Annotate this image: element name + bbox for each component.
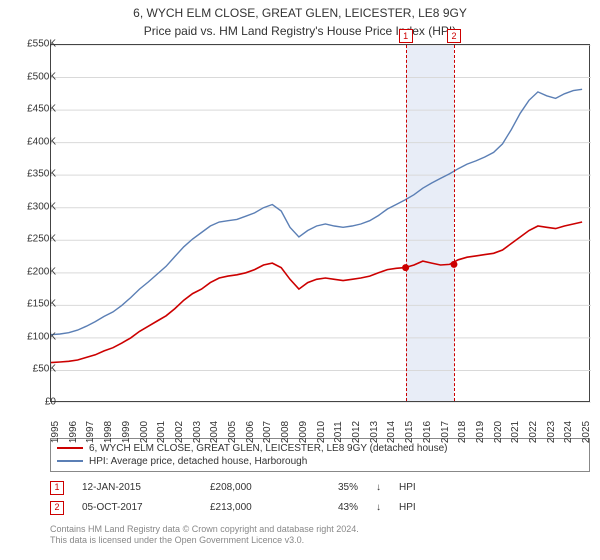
- x-tick-label: 2021: [510, 421, 521, 443]
- x-tick-label: 2006: [245, 421, 256, 443]
- chart-svg: [51, 45, 591, 403]
- chart-area: 12: [50, 44, 590, 402]
- x-tick-label: 2023: [546, 421, 557, 443]
- y-tick-label: £50K: [33, 364, 56, 375]
- sale-index-box: 2: [50, 501, 64, 515]
- y-tick-label: £550K: [27, 39, 56, 50]
- y-tick-label: £450K: [27, 104, 56, 115]
- x-tick-label: 2014: [386, 421, 397, 443]
- sale-pct: 35%: [318, 482, 358, 493]
- y-tick-label: £350K: [27, 169, 56, 180]
- sale-price: £213,000: [210, 502, 300, 513]
- legend-label: HPI: Average price, detached house, Harb…: [89, 456, 307, 467]
- sale-pct: 43%: [318, 502, 358, 513]
- sale-index-box: 1: [50, 481, 64, 495]
- x-tick-label: 2016: [422, 421, 433, 443]
- x-tick-label: 1995: [50, 421, 61, 443]
- x-tick-label: 1999: [121, 421, 132, 443]
- x-tick-label: 2024: [563, 421, 574, 443]
- sale-vline: [406, 45, 407, 401]
- y-tick-label: £200K: [27, 266, 56, 277]
- legend-item: HPI: Average price, detached house, Harb…: [57, 455, 583, 468]
- x-tick-label: 2008: [280, 421, 291, 443]
- x-tick-label: 2007: [262, 421, 273, 443]
- x-tick-label: 2012: [351, 421, 362, 443]
- sale-date: 12-JAN-2015: [82, 482, 192, 493]
- legend-label: 6, WYCH ELM CLOSE, GREAT GLEN, LEICESTER…: [89, 443, 447, 454]
- sale-vline: [454, 45, 455, 401]
- x-tick-label: 2000: [139, 421, 150, 443]
- footer-line1: Contains HM Land Registry data © Crown c…: [50, 524, 590, 536]
- x-tick-label: 2020: [493, 421, 504, 443]
- x-tick-label: 1996: [68, 421, 79, 443]
- sales-table: 1 12-JAN-2015 £208,000 35% ↓ HPI 2 05-OCT-2017 £…: [50, 478, 590, 518]
- y-tick-label: £500K: [27, 71, 56, 82]
- legend-item: 6, WYCH ELM CLOSE, GREAT GLEN, LEICESTER…: [57, 442, 583, 455]
- series-hpi: [51, 89, 582, 334]
- x-tick-label: 2005: [227, 421, 238, 443]
- x-tick-label: 2011: [333, 421, 344, 443]
- sale-ref: HPI: [399, 482, 416, 493]
- sale-marker: 1: [399, 29, 413, 43]
- down-arrow-icon: ↓: [376, 482, 381, 493]
- y-tick-label: £150K: [27, 299, 56, 310]
- x-tick-label: 2009: [298, 421, 309, 443]
- sale-date: 05-OCT-2017: [82, 502, 192, 513]
- x-tick-label: 2001: [156, 421, 167, 443]
- chart-title-line1: 6, WYCH ELM CLOSE, GREAT GLEN, LEICESTER…: [10, 6, 590, 22]
- x-tick-label: 2022: [528, 421, 539, 443]
- down-arrow-icon: ↓: [376, 502, 381, 513]
- y-tick-label: £300K: [27, 201, 56, 212]
- x-tick-label: 2017: [440, 421, 451, 443]
- footer-line2: This data is licensed under the Open Gov…: [50, 535, 590, 547]
- x-tick-label: 2015: [404, 421, 415, 443]
- y-tick-label: £400K: [27, 136, 56, 147]
- series-price_paid: [51, 222, 582, 363]
- x-tick-label: 2013: [369, 421, 380, 443]
- sale-row: 2 05-OCT-2017 £213,000 43% ↓ HPI: [50, 498, 590, 518]
- x-tick-label: 1998: [103, 421, 114, 443]
- sale-row: 1 12-JAN-2015 £208,000 35% ↓ HPI: [50, 478, 590, 498]
- x-tick-label: 2019: [475, 421, 486, 443]
- x-tick-label: 2018: [457, 421, 468, 443]
- y-tick-label: £250K: [27, 234, 56, 245]
- y-tick-label: £0: [45, 397, 56, 408]
- x-tick-label: 2025: [581, 421, 592, 443]
- sale-ref: HPI: [399, 502, 416, 513]
- x-tick-label: 2002: [174, 421, 185, 443]
- x-tick-label: 2003: [192, 421, 203, 443]
- footer-attribution: Contains HM Land Registry data © Crown c…: [50, 524, 590, 547]
- chart-title-line2: Price paid vs. HM Land Registry's House …: [10, 24, 590, 38]
- legend-swatch: [57, 460, 83, 462]
- x-tick-label: 1997: [85, 421, 96, 443]
- x-tick-label: 2010: [316, 421, 327, 443]
- sale-price: £208,000: [210, 482, 300, 493]
- legend-swatch: [57, 447, 83, 449]
- y-tick-label: £100K: [27, 331, 56, 342]
- x-tick-label: 2004: [209, 421, 220, 443]
- sale-marker: 2: [447, 29, 461, 43]
